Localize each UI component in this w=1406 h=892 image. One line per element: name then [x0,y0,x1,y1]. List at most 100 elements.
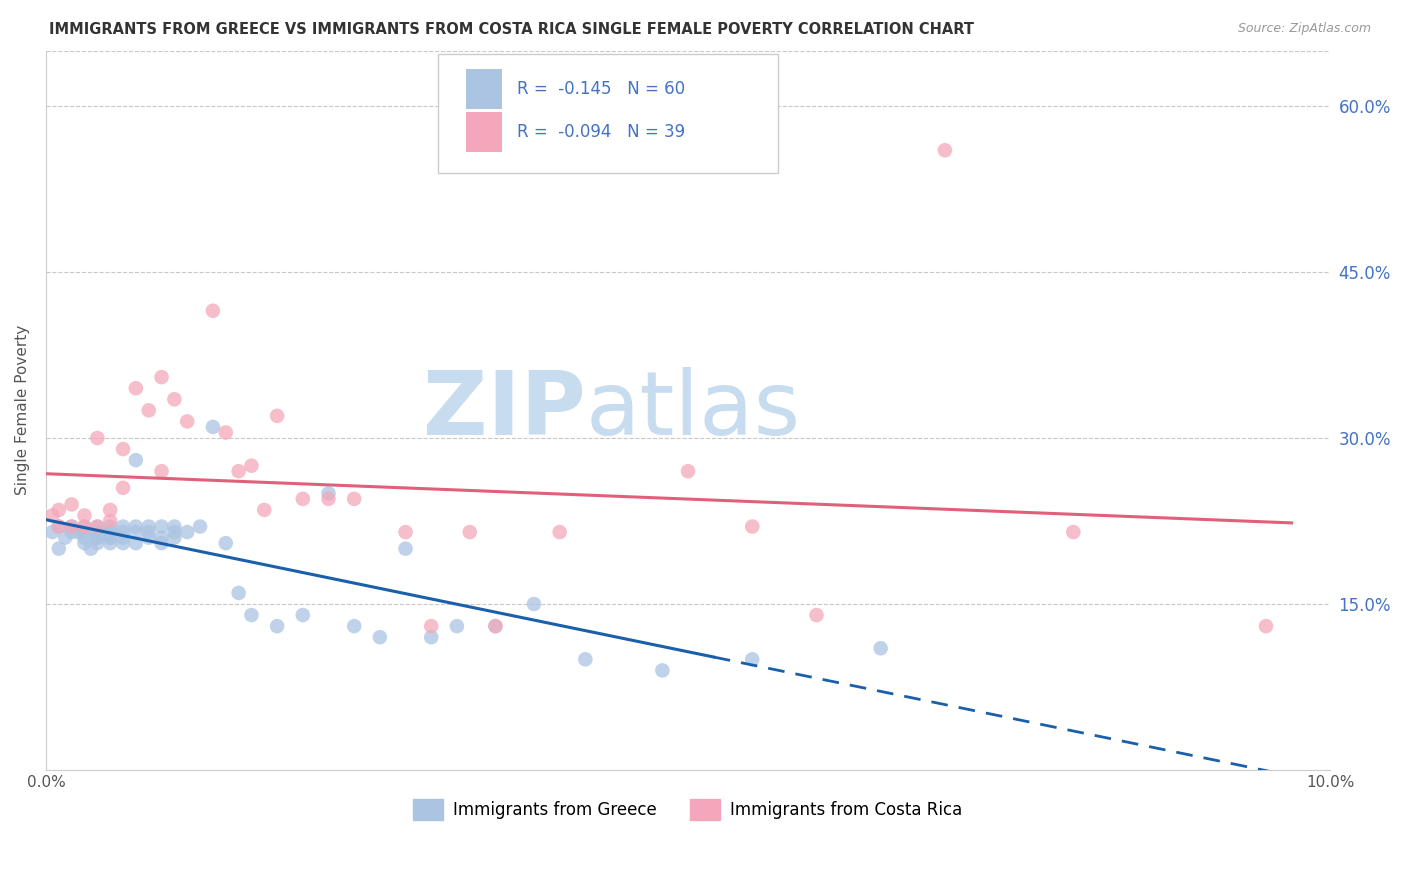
Point [73,536,96,550]
Point [60,497,83,511]
Text: IMMIGRANTS FROM GREECE VS IMMIGRANTS FROM COSTA RICA SINGLE FEMALE POVERTY CORRE: IMMIGRANTS FROM GREECE VS IMMIGRANTS FRO… [49,22,974,37]
Point [215,425,238,440]
Point [111,536,134,550]
Point [420,619,443,633]
Point [228,586,250,600]
Point [138,403,160,417]
Point [201,420,224,434]
Point [343,619,366,633]
Point [1254,619,1277,633]
Point [138,524,160,539]
Point [446,619,468,633]
Point [111,519,134,533]
Point [253,503,276,517]
Point [86,431,108,445]
Point [48,519,70,533]
Point [215,536,238,550]
Point [228,464,250,478]
Legend: Immigrants from Greece, Immigrants from Costa Rica: Immigrants from Greece, Immigrants from … [406,793,969,826]
Point [98,524,121,539]
Point [368,630,391,644]
Point [60,519,83,533]
Point [188,519,211,533]
Text: R =  -0.145   N = 60: R = -0.145 N = 60 [517,79,685,98]
Point [73,508,96,523]
Text: atlas: atlas [585,367,800,454]
Point [163,531,186,545]
Point [73,531,96,545]
Point [86,519,108,533]
Point [869,641,891,656]
Point [741,652,763,666]
Point [484,619,506,633]
Point [523,597,546,611]
Point [163,392,186,407]
Point [98,514,121,528]
Point [150,519,173,533]
Point [484,619,506,633]
Point [67,524,90,539]
Point [343,491,366,506]
Point [86,531,108,545]
Bar [465,69,502,109]
Point [86,536,108,550]
Point [98,503,121,517]
Point [934,143,956,157]
Point [111,524,134,539]
Point [150,464,173,478]
Point [806,608,828,623]
Point [125,381,148,395]
Point [60,519,83,533]
Point [574,652,596,666]
FancyBboxPatch shape [437,54,778,173]
Point [420,630,443,644]
Point [53,531,76,545]
Point [240,608,263,623]
Point [86,531,108,545]
Point [98,531,121,545]
Point [73,519,96,533]
Point [176,414,198,428]
Point [394,541,416,556]
Point [138,519,160,533]
Point [318,491,340,506]
Point [150,531,173,545]
Point [138,531,160,545]
Point [111,442,134,456]
Text: Source: ZipAtlas.com: Source: ZipAtlas.com [1237,22,1371,36]
Point [676,464,699,478]
Point [291,608,314,623]
Point [86,519,108,533]
Point [125,524,148,539]
Point [86,524,108,539]
Point [98,519,121,533]
Point [111,531,134,545]
Point [548,524,571,539]
Point [48,503,70,517]
Point [98,531,121,545]
Text: R =  -0.094   N = 39: R = -0.094 N = 39 [517,123,685,141]
Point [111,481,134,495]
Bar [465,112,502,152]
Point [41,508,63,523]
Point [80,541,103,556]
Point [98,524,121,539]
Point [266,619,288,633]
Point [240,458,263,473]
Point [60,524,83,539]
Point [125,453,148,467]
Point [48,541,70,556]
Point [458,524,481,539]
Point [125,536,148,550]
Point [163,524,186,539]
Point [98,536,121,550]
Text: ZIP: ZIP [423,367,585,454]
Point [48,519,70,533]
Point [150,536,173,550]
Point [125,519,148,533]
Point [176,524,198,539]
Point [73,519,96,533]
Point [41,524,63,539]
Point [201,303,224,318]
Point [291,491,314,506]
